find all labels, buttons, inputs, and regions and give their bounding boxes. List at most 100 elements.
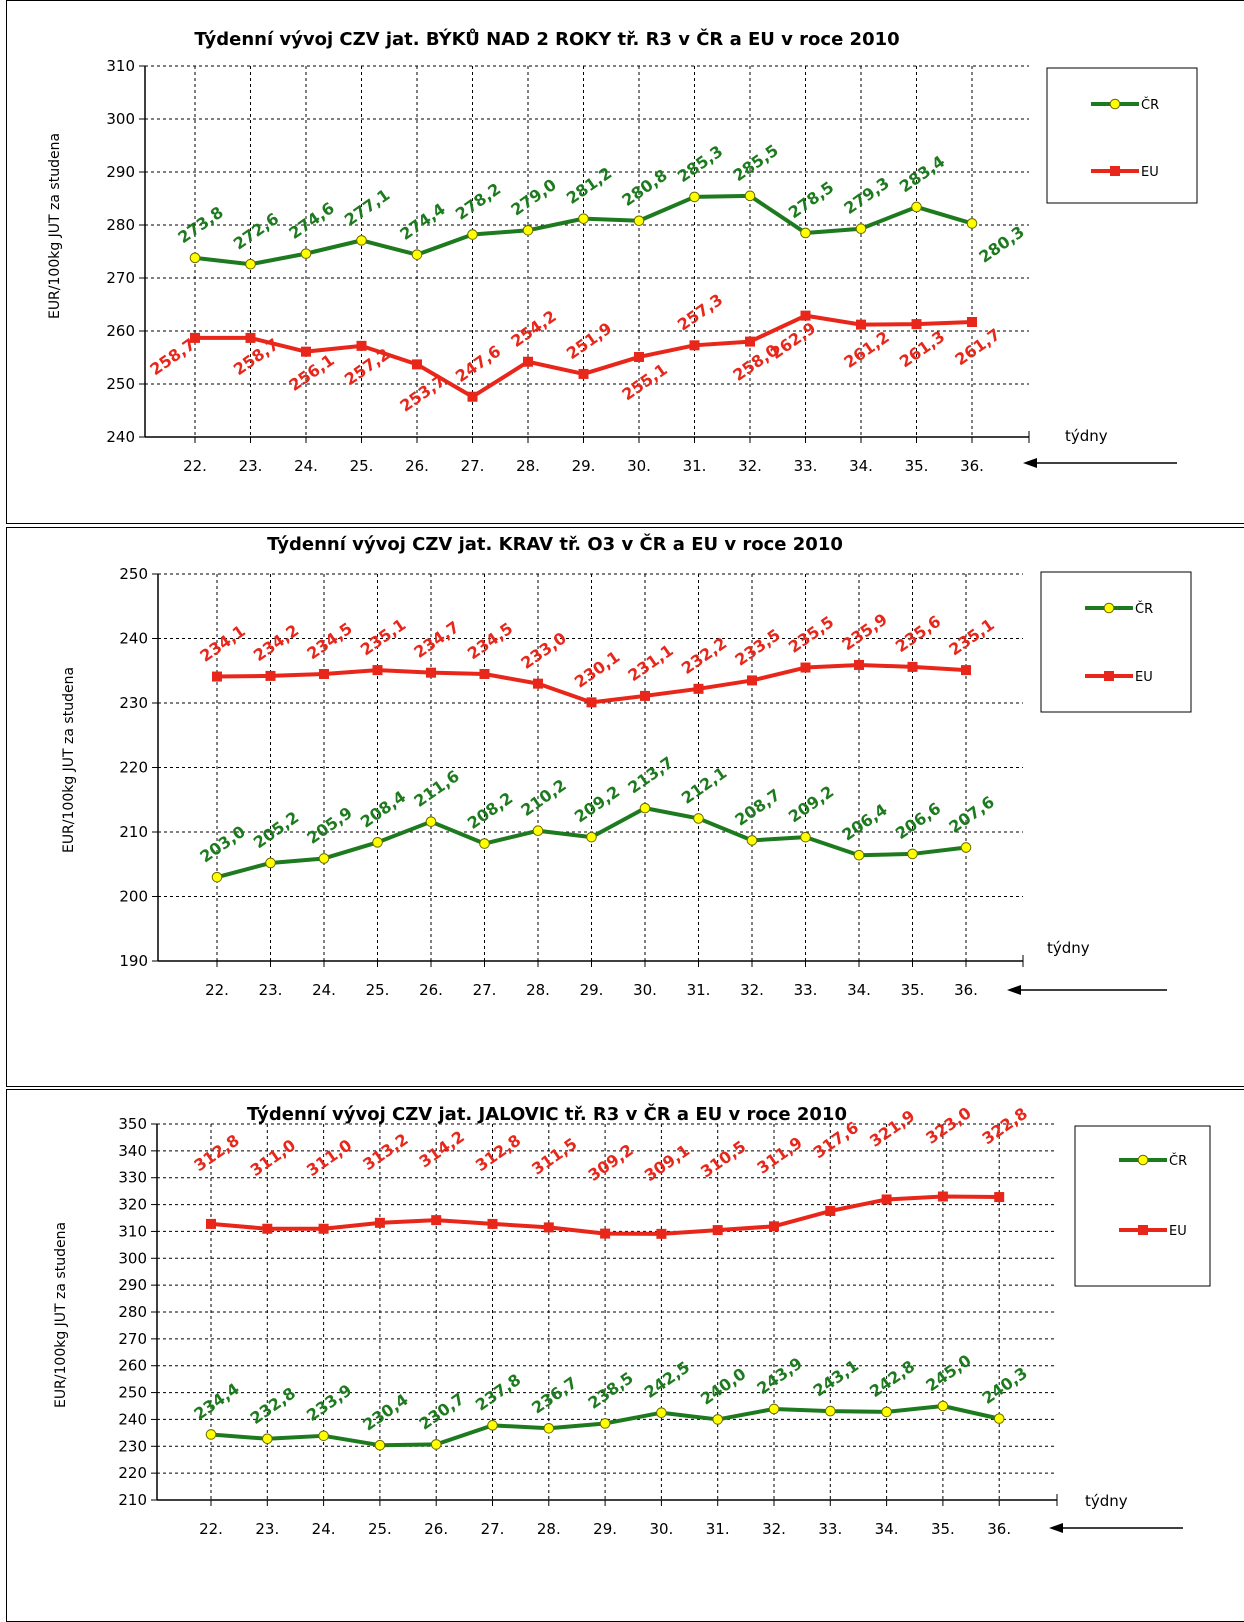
data-point-EU [426, 667, 436, 678]
legend-marker-ČR [1103, 602, 1115, 614]
legend-box [1040, 571, 1192, 713]
data-point-EU [487, 1218, 498, 1229]
data-point-EU [600, 1228, 611, 1239]
y-tick-label: 220 [119, 759, 148, 777]
y-tick-label: 250 [118, 1384, 147, 1402]
data-label-EU: 234,2 [250, 621, 302, 666]
data-label-ČR: 242,5 [641, 1357, 693, 1402]
data-point-ČR [374, 1439, 386, 1451]
legend-marker-ČR [1137, 1154, 1149, 1166]
data-point-ČR [712, 1414, 724, 1425]
data-point-ČR [656, 1407, 667, 1419]
chart-title: Týdenní vývoj CZV jat. JALOVIC tř. R3 v … [247, 1103, 847, 1125]
y-tick-label: 240 [119, 630, 148, 648]
data-point-ČR [881, 1406, 892, 1418]
data-label-EU: 261,2 [840, 327, 892, 372]
data-point-EU [523, 356, 533, 367]
x-tick-label: 34. [875, 1520, 899, 1538]
data-point-EU [693, 683, 704, 694]
data-point-ČR [746, 835, 758, 846]
data-label-EU: 311,9 [753, 1133, 805, 1178]
data-point-EU [854, 659, 864, 670]
y-tick-label: 240 [106, 428, 135, 446]
data-label-ČR: 279,0 [507, 175, 559, 220]
data-label-EU: 322,8 [979, 1104, 1031, 1149]
data-point-ČR [467, 229, 478, 240]
data-label-ČR: 209,2 [785, 782, 837, 827]
data-point-EU [634, 351, 644, 362]
data-point-ČR [800, 831, 811, 843]
data-label-EU: 257,3 [674, 290, 726, 335]
data-label-EU: 262,9 [767, 318, 819, 363]
y-tick-label: 300 [118, 1249, 147, 1267]
data-point-ČR [522, 225, 534, 236]
y-tick-label: 270 [118, 1330, 147, 1348]
data-label-EU: 261,7 [951, 325, 1003, 370]
data-point-EU [967, 316, 977, 327]
x-tick-label: 33. [818, 1520, 842, 1538]
data-point-EU [747, 675, 757, 686]
y-tick-label: 250 [106, 375, 135, 393]
data-point-EU [856, 319, 866, 330]
data-label-ČR: 208,4 [357, 787, 409, 832]
y-tick-label: 210 [118, 1491, 147, 1509]
data-point-EU [479, 668, 490, 679]
legend-label-ČR: ČR [1141, 97, 1159, 113]
x-tick-label: 31. [706, 1520, 730, 1538]
y-tick-label: 230 [119, 694, 148, 712]
legend-label-EU: EU [1141, 165, 1159, 180]
data-label-EU: 234,1 [196, 621, 248, 666]
data-point-ČR [205, 1429, 217, 1440]
legend-marker-EU [1104, 671, 1114, 681]
data-label-EU: 312,8 [472, 1131, 524, 1176]
x-tick-label: 24. [312, 981, 336, 999]
data-point-ČR [578, 213, 589, 224]
y-tick-label: 250 [119, 565, 148, 583]
x-tick-label: 25. [350, 457, 374, 475]
y-axis-label: EUR/100kg JUT za studena [53, 1222, 69, 1408]
data-point-ČR [300, 248, 312, 259]
legend-marker-EU [1110, 166, 1120, 176]
data-label-ČR: 243,1 [810, 1356, 862, 1401]
data-label-EU: 253,7 [396, 371, 448, 416]
y-tick-label: 230 [118, 1437, 147, 1455]
x-tick-label: 33. [794, 457, 818, 475]
legend-box [1046, 67, 1198, 204]
y-tick-label: 200 [119, 888, 148, 906]
data-label-EU: 233,0 [517, 628, 569, 673]
data-point-ČR [911, 201, 922, 213]
data-point-ČR [586, 831, 597, 843]
x-tick-label: 29. [593, 1520, 617, 1538]
data-point-EU [769, 1221, 779, 1232]
data-point-ČR [543, 1422, 555, 1434]
data-point-EU [800, 662, 811, 673]
x-tick-label: 35. [905, 457, 929, 475]
arrow-head-icon [1049, 1523, 1063, 1533]
x-tick-label: 34. [847, 981, 871, 999]
data-label-EU: 311,5 [528, 1134, 580, 1179]
data-label-ČR: 274,6 [285, 198, 337, 243]
x-tick-label: 24. [312, 1520, 336, 1538]
x-tick-label: 36. [987, 1520, 1011, 1538]
data-label-ČR: 245,0 [922, 1351, 974, 1396]
chart-title: Týdenní vývoj CZV jat. KRAV tř. O3 v ČR … [267, 533, 843, 555]
x-tick-label: 34. [849, 457, 873, 475]
data-point-ČR [966, 218, 978, 229]
data-label-EU: 256,1 [285, 350, 337, 395]
data-point-ČR [318, 1430, 329, 1442]
data-point-EU [937, 1191, 948, 1202]
data-point-ČR [211, 871, 223, 883]
x-tick-label: 26. [405, 457, 429, 475]
data-label-EU: 235,6 [892, 612, 944, 657]
x-axis-label: týdny [1065, 427, 1108, 445]
data-point-EU [206, 1218, 216, 1229]
data-point-ČR [430, 1439, 442, 1450]
y-tick-label: 260 [106, 322, 135, 340]
x-tick-label: 22. [183, 457, 207, 475]
y-tick-label: 290 [118, 1276, 147, 1294]
x-tick-label: 29. [580, 981, 604, 999]
y-tick-label: 340 [118, 1142, 147, 1160]
legend-marker-ČR [1109, 98, 1121, 110]
legend-label-EU: EU [1135, 670, 1153, 685]
data-label-EU: 235,5 [785, 612, 837, 657]
